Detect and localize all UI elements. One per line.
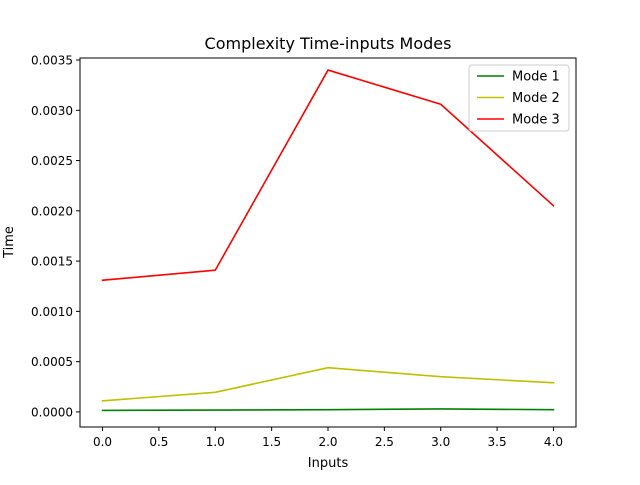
- y-tick-label: 0.0000: [31, 405, 73, 419]
- x-tick-label: 4.0: [544, 435, 563, 449]
- y-tick-label: 0.0010: [31, 305, 73, 319]
- x-tick-label: 1.5: [262, 435, 281, 449]
- series-line-mode-1: [101, 408, 555, 412]
- y-axis-ticks: 0.0000 0.0005 0.0010 0.0015 0.0020 0.0025 0.00…: [31, 54, 80, 419]
- series-line-mode-2: [101, 366, 555, 402]
- legend-label: Mode 1: [512, 70, 560, 85]
- y-tick-label: 0.0035: [31, 54, 73, 68]
- y-tick-label: 0.0030: [31, 104, 73, 118]
- chart-title: Complexity Time-inputs Modes: [205, 34, 452, 53]
- plot-area: [101, 69, 555, 412]
- y-axis-label: Time: [2, 226, 17, 259]
- x-tick-label: 2.5: [375, 435, 394, 449]
- x-tick-label: 1.0: [206, 435, 225, 449]
- x-tick-label: 3.5: [488, 435, 507, 449]
- y-tick-label: 0.0025: [31, 154, 73, 168]
- series-line-mode-3: [101, 69, 555, 282]
- x-tick-label: 3.0: [431, 435, 450, 449]
- y-tick-label: 0.0005: [31, 355, 73, 369]
- x-tick-label: 2.0: [318, 435, 337, 449]
- legend-label: Mode 3: [512, 113, 560, 128]
- y-tick-label: 0.0015: [31, 255, 73, 269]
- x-axis-label: Inputs: [308, 456, 349, 471]
- x-axis-ticks: 0.0 0.5 1.0 1.5 2.0 2.5 3.0 3.5 4.0: [93, 427, 563, 449]
- legend: Mode 1 Mode 2 Mode 3: [468, 64, 570, 132]
- x-tick-label: 0.0: [93, 435, 112, 449]
- legend-label: Mode 2: [512, 91, 560, 106]
- y-tick-label: 0.0020: [31, 204, 73, 218]
- x-tick-label: 0.5: [149, 435, 168, 449]
- legend-box: [468, 64, 570, 132]
